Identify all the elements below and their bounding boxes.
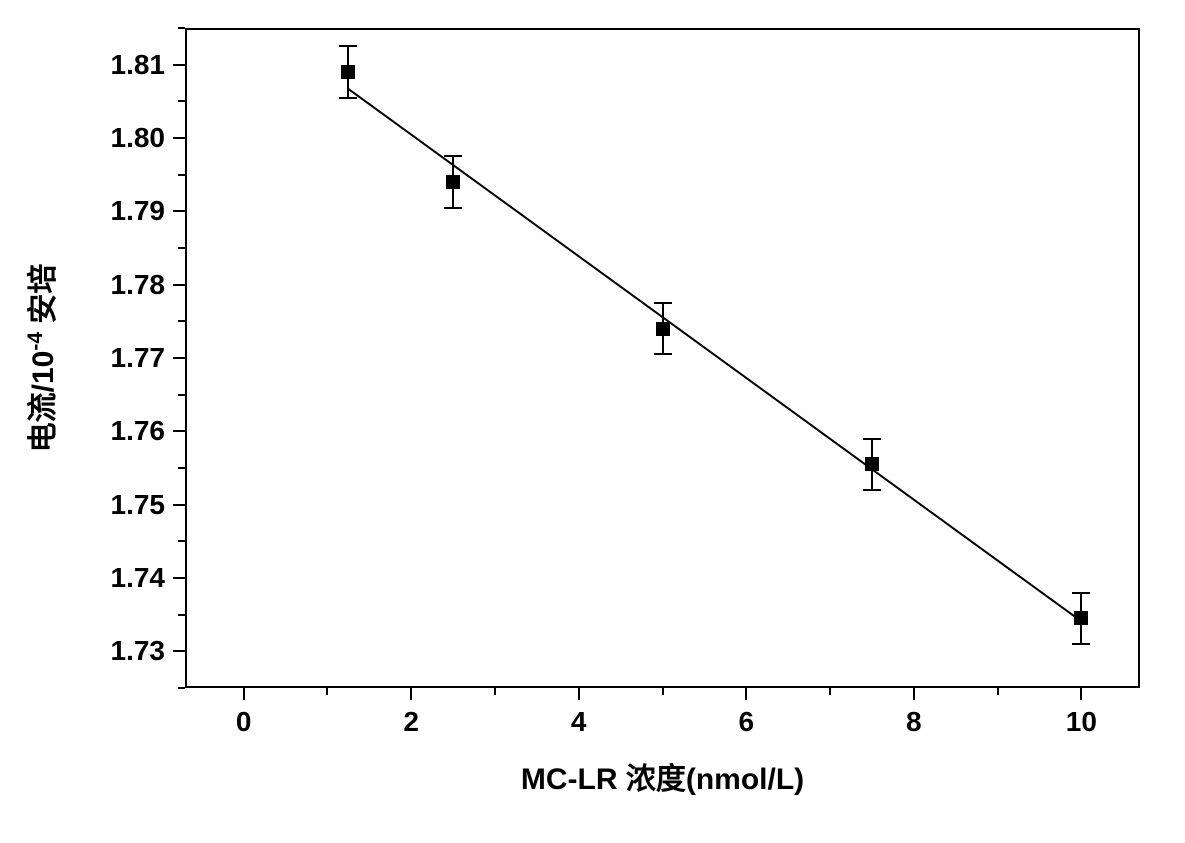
y-tick-major bbox=[173, 577, 185, 579]
y-tick-minor bbox=[178, 100, 185, 102]
x-tick-label: 10 bbox=[1066, 706, 1097, 738]
y-label-prefix: 电流/10 bbox=[27, 351, 60, 453]
x-tick-major bbox=[410, 688, 412, 700]
error-cap-lower bbox=[339, 97, 357, 99]
y-tick-minor bbox=[178, 614, 185, 616]
error-cap-lower bbox=[1072, 643, 1090, 645]
plot-area bbox=[185, 28, 1140, 688]
data-marker bbox=[446, 175, 460, 189]
y-tick-major bbox=[173, 504, 185, 506]
y-tick-major bbox=[173, 357, 185, 359]
y-tick-label: 1.80 bbox=[111, 122, 166, 154]
x-tick-major bbox=[578, 688, 580, 700]
x-tick-label: 4 bbox=[571, 706, 587, 738]
y-label-sup: -4 bbox=[24, 332, 47, 351]
chart-container: 0 2 4 6 8 10 1.73 1.74 1.75 1.76 1.77 1.78 1.79 1.80 1… bbox=[0, 0, 1185, 843]
error-cap-lower bbox=[863, 489, 881, 491]
y-tick-major bbox=[173, 650, 185, 652]
y-axis-label: 电流/10-4 安培 bbox=[18, 264, 62, 453]
x-tick-minor bbox=[494, 688, 496, 695]
error-cap-lower bbox=[654, 353, 672, 355]
y-tick-label: 1.79 bbox=[111, 195, 166, 227]
y-tick-major bbox=[173, 137, 185, 139]
x-tick-major bbox=[243, 688, 245, 700]
x-tick-minor bbox=[662, 688, 664, 695]
y-tick-major bbox=[173, 430, 185, 432]
x-tick-label: 8 bbox=[906, 706, 922, 738]
y-tick-major bbox=[173, 64, 185, 66]
x-tick-major bbox=[745, 688, 747, 700]
y-tick-label: 1.74 bbox=[111, 562, 166, 594]
y-tick-minor bbox=[178, 174, 185, 176]
y-tick-minor bbox=[178, 540, 185, 542]
y-tick-label: 1.75 bbox=[111, 489, 166, 521]
x-tick-minor bbox=[326, 688, 328, 695]
x-tick-label: 0 bbox=[236, 706, 252, 738]
error-cap-lower bbox=[444, 207, 462, 209]
x-tick-label: 2 bbox=[403, 706, 419, 738]
data-marker bbox=[341, 65, 355, 79]
x-tick-major bbox=[1080, 688, 1082, 700]
error-cap-upper bbox=[444, 155, 462, 157]
data-marker bbox=[865, 457, 879, 471]
x-axis-label: MC-LR 浓度(nmol/L) bbox=[521, 754, 804, 798]
error-cap-upper bbox=[339, 45, 357, 47]
y-label-suffix: 安培 bbox=[27, 264, 60, 332]
x-tick-label: 6 bbox=[738, 706, 754, 738]
y-tick-label: 1.81 bbox=[111, 49, 166, 81]
error-cap-upper bbox=[1072, 592, 1090, 594]
y-tick-minor bbox=[178, 687, 185, 689]
y-tick-label: 1.73 bbox=[111, 635, 166, 667]
y-tick-minor bbox=[178, 394, 185, 396]
data-marker bbox=[1074, 611, 1088, 625]
y-tick-label: 1.76 bbox=[111, 415, 166, 447]
y-tick-minor bbox=[178, 247, 185, 249]
data-marker bbox=[656, 322, 670, 336]
x-tick-minor bbox=[829, 688, 831, 695]
y-tick-major bbox=[173, 284, 185, 286]
x-tick-minor bbox=[997, 688, 999, 695]
error-cap-upper bbox=[654, 302, 672, 304]
error-cap-upper bbox=[863, 438, 881, 440]
y-tick-label: 1.77 bbox=[111, 342, 166, 374]
y-tick-minor bbox=[178, 320, 185, 322]
x-tick-major bbox=[913, 688, 915, 700]
y-tick-major bbox=[173, 210, 185, 212]
y-tick-minor bbox=[178, 27, 185, 29]
y-tick-label: 1.78 bbox=[111, 269, 166, 301]
y-tick-minor bbox=[178, 467, 185, 469]
